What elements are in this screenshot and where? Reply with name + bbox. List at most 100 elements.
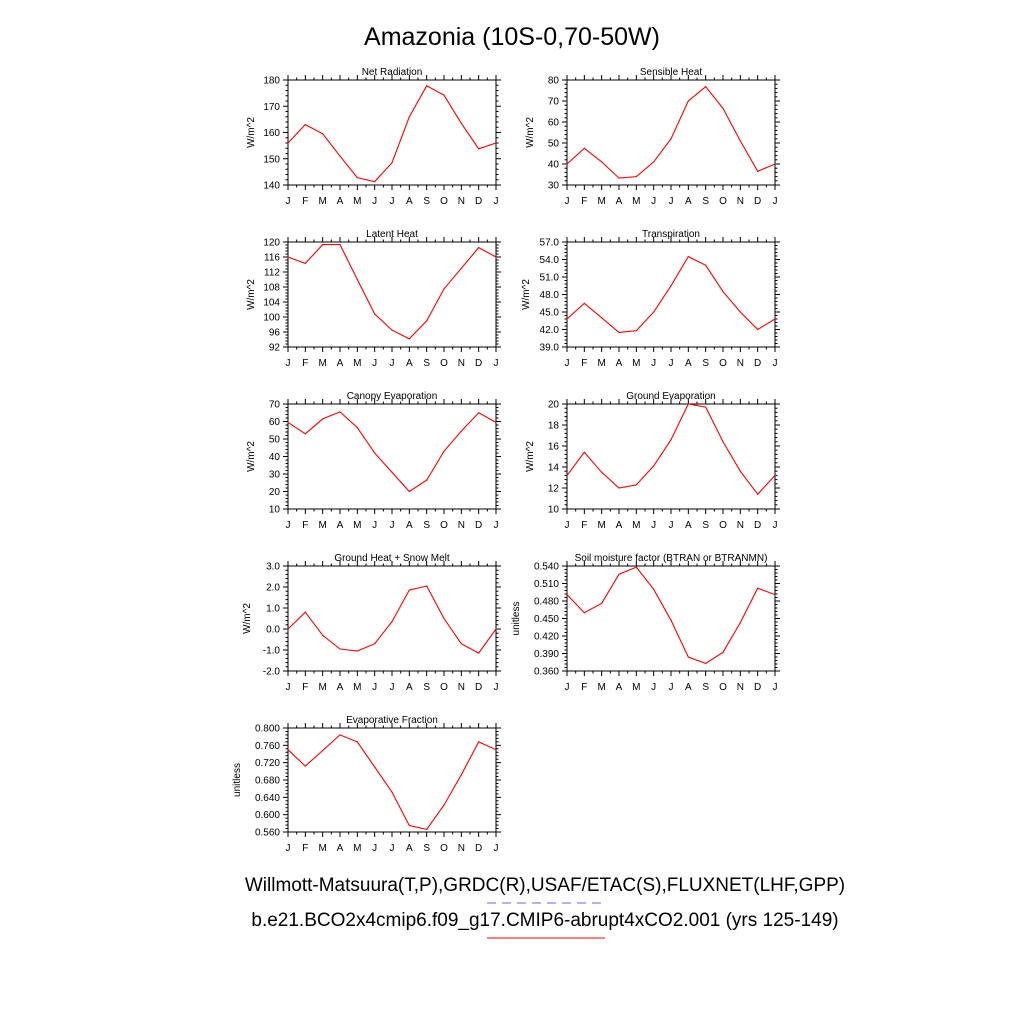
y-tick-label: 0.800 [255, 724, 280, 735]
y-tick-label: 12 [548, 484, 560, 495]
data-point [722, 107, 724, 109]
x-tick-label: M [632, 358, 640, 369]
x-tick-label: A [337, 520, 344, 531]
data-point [653, 311, 655, 313]
x-tick-label: M [632, 196, 640, 207]
data-point [426, 479, 428, 481]
panel-title: Ground Evaporation [626, 391, 716, 402]
x-tick-label: O [440, 520, 448, 531]
x-tick-label: S [702, 682, 709, 693]
data-point [356, 650, 358, 652]
x-tick-label: A [406, 520, 413, 531]
x-tick-label: O [440, 682, 448, 693]
x-tick-label: F [302, 520, 308, 531]
data-point [478, 247, 480, 249]
x-tick-label: J [372, 196, 377, 207]
data-point [322, 634, 324, 636]
y-tick-label: 96 [269, 328, 281, 339]
data-point [304, 262, 306, 264]
x-tick-label: A [337, 843, 344, 854]
y-tick-label: 60 [269, 417, 281, 428]
y-tick-label: 0.680 [255, 776, 280, 787]
x-tick-label: N [458, 196, 465, 207]
y-axis-label: W/m^2 [521, 279, 532, 310]
y-tick-label: 18 [548, 421, 560, 432]
y-tick-label: 116 [264, 253, 280, 264]
data-point [391, 329, 393, 331]
data-point [705, 662, 707, 665]
x-tick-label: M [353, 196, 361, 207]
data-point [426, 320, 428, 322]
data-point [374, 180, 376, 183]
y-tick-label: 140 [263, 181, 280, 192]
data-point [426, 585, 428, 587]
data-point [408, 116, 410, 118]
data-point [635, 330, 637, 332]
y-tick-label: 50 [269, 435, 281, 446]
data-point [374, 313, 376, 315]
panel-title: Soil moisture factor (BTRAN or BTRANMN) [575, 553, 768, 564]
x-tick-label: N [458, 682, 465, 693]
x-tick-label: N [737, 358, 744, 369]
data-point [356, 427, 358, 429]
y-axis-label: W/m^2 [525, 441, 536, 472]
data-point [322, 133, 324, 135]
data-point [583, 302, 585, 304]
x-tick-label: O [719, 520, 727, 531]
legend-entry-text: Willmott-Matsuura(T,P),GRDC(R),USAF/ETAC… [245, 875, 845, 896]
y-tick-label: 0.390 [534, 649, 559, 660]
data-point [653, 161, 655, 163]
data-point [687, 255, 689, 258]
x-tick-label: O [719, 358, 727, 369]
x-tick-label: N [737, 520, 744, 531]
data-point [670, 439, 672, 441]
x-tick-label: A [406, 843, 413, 854]
x-tick-label: A [406, 358, 413, 369]
x-tick-label: J [390, 358, 395, 369]
panel-title: Transpiration [642, 229, 700, 240]
data-point [322, 244, 324, 246]
legend: Willmott-Matsuura(T,P),GRDC(R),USAF/ETAC… [245, 875, 845, 939]
y-tick-label: 50 [548, 139, 560, 150]
data-point [478, 741, 480, 743]
x-tick-label: F [581, 682, 587, 693]
data-point [670, 619, 672, 621]
data-point [757, 587, 759, 589]
x-tick-label: A [616, 520, 623, 531]
y-tick-label: 70 [269, 400, 281, 411]
x-tick-label: O [440, 196, 448, 207]
data-point [739, 470, 741, 472]
x-tick-label: D [754, 196, 761, 207]
y-tick-label: 60 [548, 118, 560, 129]
y-tick-label: 54.0 [540, 255, 560, 266]
panel-title: Net Radiation [362, 67, 423, 78]
data-point [670, 138, 672, 140]
data-point [460, 267, 462, 269]
x-tick-label: S [702, 520, 709, 531]
y-axis-label: unitless [511, 602, 522, 636]
legend-entry-text: b.e21.BCO2x4cmip6.f09_g17.CMIP6-abrupt4x… [251, 910, 838, 931]
x-tick-label: A [616, 196, 623, 207]
x-tick-label: S [702, 358, 709, 369]
data-point [443, 94, 445, 96]
x-tick-label: S [423, 520, 430, 531]
data-point [739, 311, 741, 313]
y-tick-label: 112 [264, 268, 280, 279]
y-tick-label: 0.450 [534, 614, 559, 625]
panel-title: Sensible Heat [640, 67, 702, 78]
y-tick-label: 0.560 [255, 828, 280, 839]
x-tick-label: A [616, 682, 623, 693]
y-axis-label: W/m^2 [242, 603, 253, 634]
x-tick-label: M [353, 520, 361, 531]
data-point [601, 317, 603, 319]
data-point [705, 264, 707, 266]
data-point [391, 791, 393, 793]
y-tick-label: 14 [548, 463, 560, 474]
data-point [356, 177, 358, 179]
x-tick-label: J [494, 520, 499, 531]
x-tick-label: J [669, 520, 674, 531]
